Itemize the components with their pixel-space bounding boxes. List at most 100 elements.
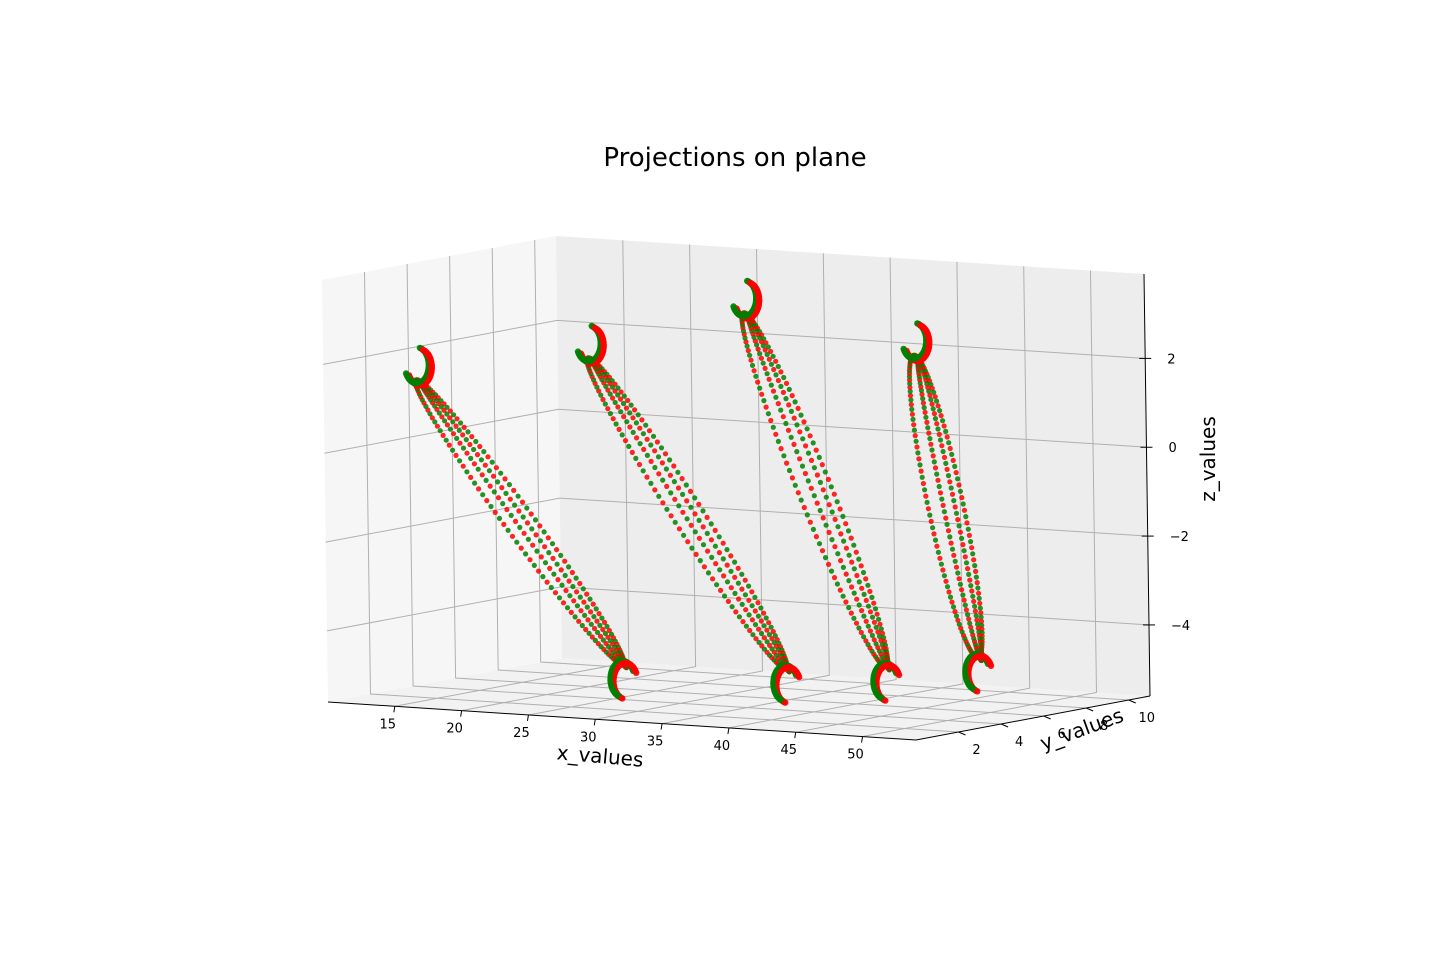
scatter-point [873, 624, 879, 630]
scatter-point [732, 574, 738, 580]
scatter-point [823, 522, 829, 528]
scatter-point [817, 479, 824, 485]
scatter-point [934, 543, 940, 549]
scatter-point [943, 460, 949, 466]
scatter-point [780, 414, 786, 420]
scatter-point [780, 389, 787, 395]
scatter-point [551, 571, 557, 577]
scatter-point [495, 495, 502, 501]
scatter-point [593, 606, 599, 612]
scatter-point [704, 514, 710, 521]
scatter-point [976, 590, 982, 596]
scatter-point [627, 410, 633, 416]
scatter-point [512, 518, 519, 525]
scatter-point [814, 472, 821, 478]
scatter-point [749, 362, 756, 368]
scatter-point [619, 432, 625, 438]
scatter-point [834, 581, 841, 587]
scatter-point [761, 398, 767, 404]
scatter-point [454, 416, 460, 422]
scatter-point [952, 558, 958, 564]
scatter-point [748, 357, 754, 363]
scatter-point [756, 626, 762, 632]
x-tick-label: 50 [847, 748, 864, 763]
scatter-point [712, 527, 718, 534]
scatter-point [654, 439, 661, 445]
scatter-point [956, 576, 962, 582]
scatter-point [822, 555, 829, 561]
scatter-point [946, 440, 952, 446]
scatter-point [520, 514, 526, 520]
scatter-point [976, 595, 982, 602]
scatter-point [974, 580, 980, 586]
scatter-point [752, 622, 759, 628]
scatter-point [937, 408, 943, 414]
scatter-point [758, 630, 765, 637]
scatter-point [920, 400, 927, 406]
scatter-point [755, 379, 761, 385]
scatter-point [656, 493, 662, 499]
scatter-point [509, 533, 516, 539]
scatter-point [943, 515, 949, 521]
scatter-point [419, 346, 427, 354]
scatter-point [828, 568, 835, 574]
scatter-point [572, 614, 578, 620]
scatter-point [957, 488, 964, 494]
scatter-point [766, 376, 772, 382]
scatter-point [861, 634, 867, 640]
scatter-point [641, 446, 647, 452]
scatter-point [447, 426, 453, 432]
scatter-point [540, 574, 546, 580]
scatter-point [582, 612, 588, 619]
scatter-point [468, 474, 474, 480]
z-axis-line [1143, 273, 1151, 697]
scatter-point [874, 611, 880, 617]
scatter-point [945, 528, 952, 534]
scatter-point [472, 480, 478, 486]
scatter-point [828, 484, 834, 490]
scatter-point [946, 589, 952, 595]
scatter-point [444, 411, 450, 417]
x-tick-mark [861, 736, 864, 743]
scatter-point [700, 508, 706, 514]
scatter-point [932, 394, 938, 400]
scatter-point [749, 589, 755, 595]
scatter-point [619, 695, 626, 702]
scatter-point [788, 434, 794, 440]
scatter-point [629, 449, 635, 455]
scatter-point [511, 502, 518, 508]
scatter-point [735, 580, 742, 586]
scatter-point [592, 637, 598, 644]
scatter-point [873, 641, 879, 647]
scatter-point [736, 596, 742, 602]
scatter-point [775, 438, 782, 444]
scatter-point [773, 358, 779, 364]
scatter-point [589, 634, 595, 640]
scatter-point [503, 490, 509, 496]
scatter-point [644, 452, 651, 458]
scatter-point [920, 396, 926, 402]
scatter-point [758, 605, 764, 611]
scatter-point [764, 639, 770, 645]
scatter-point [716, 534, 722, 540]
scatter-point [538, 554, 544, 560]
scatter-point [825, 476, 832, 482]
scatter-point [843, 599, 849, 605]
scatter-point [955, 617, 961, 623]
scatter-point [940, 502, 946, 508]
scatter-point [636, 461, 643, 468]
scatter-point [934, 471, 940, 477]
scatter-point [429, 415, 435, 421]
scatter-point [710, 576, 716, 582]
scatter-point [863, 576, 869, 582]
scatter-point [959, 495, 965, 501]
scatter-point [581, 599, 587, 605]
scatter-point [537, 523, 543, 529]
scatter-point [876, 633, 883, 640]
scatter-point [602, 401, 608, 407]
left-pane [322, 236, 562, 702]
scatter-point [926, 388, 932, 394]
scatter-point [817, 507, 823, 514]
scatter-point [701, 564, 708, 570]
scatter-point [950, 604, 957, 610]
